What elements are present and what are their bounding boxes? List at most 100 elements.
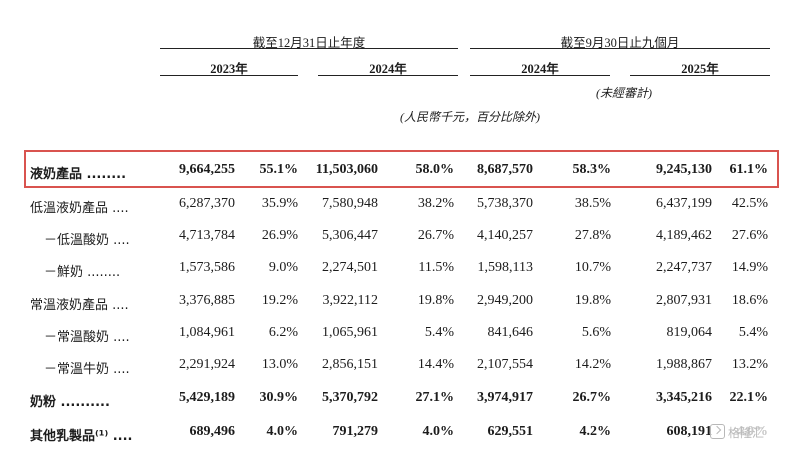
value-2024: 2,856,151 [322, 357, 378, 372]
row-label: 常溫液奶產品 .... [30, 298, 129, 313]
value-2025-9m: 4,189,462 [656, 228, 712, 243]
table-row-milk-powder: 奶粉 .......... 5,429,189 30.9% 5,370,792 … [0, 386, 800, 412]
row-label: 奶粉 .......... [30, 395, 110, 410]
col-rule-2023 [160, 75, 298, 76]
value-2024-9m: 8,687,570 [477, 162, 533, 177]
table-row-ambient-yogurt: －常溫酸奶 .... 1,084,961 6.2% 1,065,961 5.4%… [0, 321, 800, 347]
value-2025-9m: 9,245,130 [656, 162, 712, 177]
header-col-2024-annual: 2024年 [369, 62, 407, 76]
header-rule-nine-months [470, 48, 770, 49]
unit-note: (人民幣千元，百分比除外) [400, 110, 540, 124]
header-col-2025: 2025年 [681, 62, 719, 76]
row-label: 低溫液奶產品 .... [30, 201, 129, 216]
value-2023: 3,376,885 [179, 293, 235, 308]
row-label: －鮮奶 ........ [44, 265, 121, 280]
table-row-ambient: 常溫液奶產品 .... 3,376,885 19.2% 3,922,112 19… [0, 289, 800, 315]
pct-2025-9m: 27.6% [731, 228, 768, 243]
col-rule-2024a [318, 75, 458, 76]
row-label: －常溫酸奶 .... [44, 330, 130, 345]
value-2023: 9,664,255 [179, 162, 235, 177]
header-col-2023: 2023年 [210, 62, 248, 76]
pct-2023: 4.0% [266, 424, 299, 439]
pct-2024: 14.4% [417, 357, 454, 372]
value-2024-9m: 3,974,917 [477, 390, 533, 405]
value-2024-9m: 841,646 [487, 325, 534, 340]
value-2024: 1,065,961 [322, 325, 378, 340]
value-2023: 2,291,924 [179, 357, 235, 372]
pct-2023: 19.2% [261, 293, 298, 308]
pct-2025-9m: 13.2% [731, 357, 768, 372]
pct-2024-9m: 4.2% [579, 424, 612, 439]
value-2023: 4,713,784 [179, 228, 235, 243]
value-2024-9m: 629,551 [487, 424, 534, 439]
value-2023: 1,084,961 [179, 325, 235, 340]
value-2024: 7,580,948 [322, 196, 378, 211]
table-row-other-dairy: 其他乳製品⁽¹⁾ .... 689,496 4.0% 791,279 4.0% … [0, 420, 800, 446]
pct-2025-9m: 5.4% [738, 325, 768, 340]
value-2024: 5,370,792 [322, 390, 378, 405]
watermark: 格隆汇 [710, 424, 764, 441]
pct-2024-9m: 26.7% [572, 390, 612, 405]
pct-2024-9m: 27.8% [574, 228, 611, 243]
value-2025-9m: 3,345,216 [656, 390, 712, 405]
watermark-text: 格隆汇 [728, 426, 765, 440]
value-2025-9m: 2,807,931 [656, 293, 712, 308]
pct-2025-9m: 61.1% [729, 162, 769, 177]
pct-2024: 5.4% [424, 325, 454, 340]
pct-2024-9m: 58.3% [572, 162, 612, 177]
pct-2023: 26.9% [261, 228, 298, 243]
pct-2025-9m: 14.9% [731, 260, 768, 275]
row-label: －常溫牛奶 .... [44, 362, 130, 377]
pct-2023: 55.1% [259, 162, 299, 177]
watermark-logo-icon [710, 424, 725, 439]
table-row-fresh-milk: －鮮奶 ........ 1,573,586 9.0% 2,274,501 11… [0, 256, 800, 282]
row-label: －低溫酸奶 .... [44, 233, 130, 248]
pct-2023: 30.9% [259, 390, 299, 405]
header-col-2024-nine-months: 2024年 [521, 62, 559, 76]
value-2025-9m: 1,988,867 [656, 357, 712, 372]
value-2024-9m: 2,949,200 [477, 293, 533, 308]
value-2025-9m: 6,437,199 [656, 196, 712, 211]
table-row-low-temp: 低溫液奶產品 .... 6,287,370 35.9% 7,580,948 38… [0, 192, 800, 218]
pct-2024-9m: 19.8% [574, 293, 611, 308]
table-row-low-temp-yogurt: －低溫酸奶 .... 4,713,784 26.9% 5,306,447 26.… [0, 224, 800, 250]
pct-2025-9m: 22.1% [729, 390, 769, 405]
value-2025-9m: 2,247,737 [656, 260, 712, 275]
highlight-box [24, 150, 779, 188]
col-rule-2025 [630, 75, 770, 76]
header-group-nine-months: 截至9月30日止九個月 [560, 36, 680, 50]
pct-2024-9m: 38.5% [574, 196, 611, 211]
value-2024: 2,274,501 [322, 260, 378, 275]
value-2023: 1,573,586 [179, 260, 235, 275]
pct-2024: 4.0% [422, 424, 455, 439]
pct-2024: 27.1% [415, 390, 455, 405]
pct-2023: 35.9% [261, 196, 298, 211]
table-row-ambient-milk: －常溫牛奶 .... 2,291,924 13.0% 2,856,151 14.… [0, 353, 800, 379]
value-2024: 791,279 [332, 424, 379, 439]
pct-2023: 13.0% [261, 357, 298, 372]
pct-2023: 6.2% [268, 325, 298, 340]
pct-2024-9m: 14.2% [574, 357, 611, 372]
value-2024: 5,306,447 [322, 228, 378, 243]
pct-2025-9m: 4.0% [736, 424, 769, 439]
pct-2024: 11.5% [418, 260, 454, 275]
value-2024: 11,503,060 [315, 162, 378, 177]
pct-2024: 26.7% [417, 228, 454, 243]
unaudited-note: (未經審計) [596, 86, 652, 100]
value-2023: 5,429,189 [179, 390, 235, 405]
value-2024: 3,922,112 [322, 293, 378, 308]
row-label: 其他乳製品⁽¹⁾ .... [30, 429, 133, 444]
col-rule-2024b [470, 75, 610, 76]
value-2025-9m: 608,191 [666, 424, 713, 439]
pct-2024: 19.8% [417, 293, 454, 308]
row-label: 液奶產品 ........ [30, 167, 127, 182]
value-2024-9m: 5,738,370 [477, 196, 533, 211]
pct-2024-9m: 5.6% [581, 325, 611, 340]
value-2023: 6,287,370 [179, 196, 235, 211]
value-2025-9m: 819,064 [666, 325, 713, 340]
pct-2025-9m: 18.6% [731, 293, 768, 308]
pct-2024-9m: 10.7% [574, 260, 611, 275]
pct-2025-9m: 42.5% [731, 196, 768, 211]
value-2024-9m: 4,140,257 [477, 228, 533, 243]
header-rule-annual [160, 48, 458, 49]
